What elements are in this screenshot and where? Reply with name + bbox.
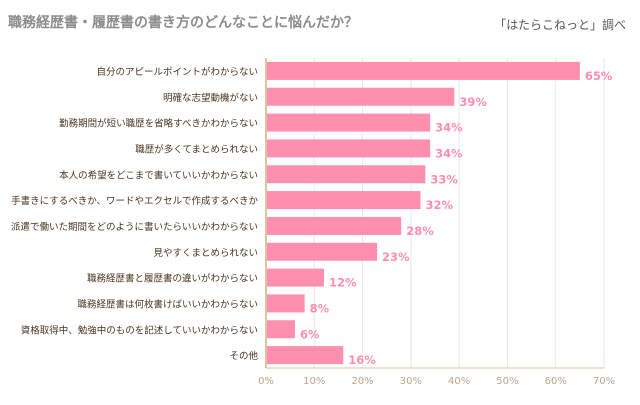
x-tick-label: 50%	[496, 376, 518, 387]
bar	[266, 294, 305, 313]
x-tick-label: 70%	[593, 376, 615, 387]
bar	[266, 216, 402, 235]
category-label: 手書きにするべきか、ワードやエクセルで作成するべきか	[11, 195, 258, 207]
value-label: 28%	[406, 224, 434, 238]
category-label: 職務経歴書は何枚書けばいいかわからない	[77, 298, 258, 310]
x-tick-label: 60%	[545, 376, 567, 387]
category-label: 自分のアピールポイントがわからない	[96, 66, 258, 78]
value-label: 65%	[585, 69, 613, 83]
category-label: 資格取得中、勉強中のものを記述していいかわからない	[21, 324, 258, 336]
bar	[266, 268, 324, 287]
value-label: 32%	[426, 198, 454, 212]
category-label: 勤務期間が短い職歴を省略すべきかわからない	[59, 118, 258, 130]
bar	[266, 139, 431, 158]
value-label: 8%	[310, 301, 330, 315]
bar	[266, 87, 455, 106]
category-label: その他	[229, 350, 258, 362]
category-label: 見やすくまとめられない	[153, 248, 258, 259]
value-label: 33%	[430, 172, 458, 186]
bar	[266, 61, 580, 80]
bar	[266, 346, 344, 365]
value-label: 16%	[348, 353, 376, 367]
value-label: 12%	[329, 276, 357, 290]
bar	[266, 191, 421, 210]
value-label: 39%	[459, 95, 487, 109]
x-tick-label: 40%	[448, 376, 470, 387]
value-label: 34%	[435, 146, 463, 160]
x-tick-label: 20%	[351, 376, 373, 387]
category-label: 派遣で働いた期間をどのように書いたらいいかわからない	[11, 221, 258, 233]
value-label: 6%	[300, 327, 320, 341]
x-tick-label: 10%	[303, 376, 325, 387]
category-label: 職歴が多くてまとめられない	[135, 143, 258, 155]
x-tick-label: 0%	[258, 376, 274, 387]
category-label: 本人の希望をどこまで書いていいかわからない	[59, 169, 258, 181]
bar	[266, 165, 426, 184]
bar	[266, 113, 431, 132]
category-label: 職務経歴書と履歴書の違いがわからない	[87, 273, 258, 285]
chart-title: 職務経歴書・履歴書の書き方のどんなことに悩んだか？	[8, 15, 358, 31]
value-label: 34%	[435, 121, 463, 135]
category-label: 明確な志望動機がない	[163, 92, 258, 104]
bar	[266, 320, 295, 339]
bar	[266, 242, 378, 261]
x-tick-label: 30%	[400, 376, 422, 387]
source-note: 「はたらこねっと」調べ	[494, 18, 626, 32]
value-label: 23%	[382, 250, 410, 264]
